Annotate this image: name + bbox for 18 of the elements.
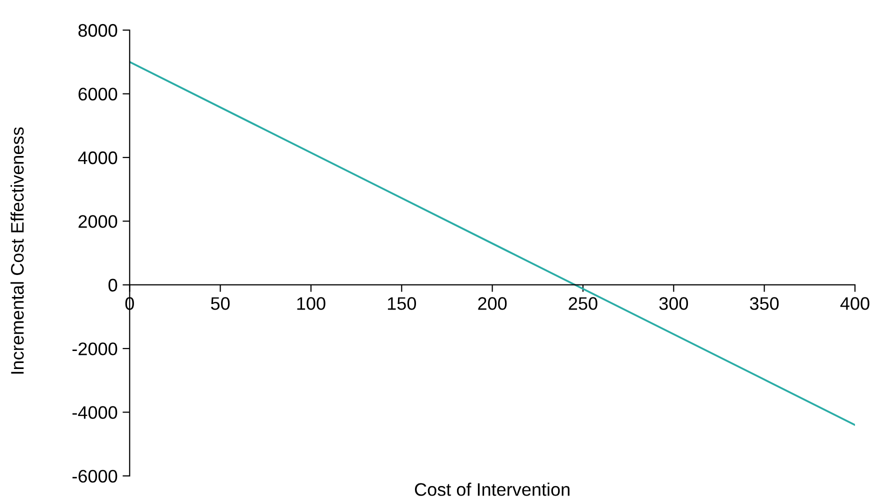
y-tick-label: 4000	[78, 151, 118, 164]
x-tick-label: 100	[297, 297, 326, 310]
x-tick-label: 300	[659, 297, 688, 310]
x-axis-title: Cost of Intervention	[414, 482, 570, 496]
x-tick-label: 250	[568, 297, 598, 310]
x-tick-label: 400	[840, 297, 870, 310]
x-tick-label: 200	[478, 297, 507, 310]
y-tick-label: 8000	[78, 24, 118, 37]
x-tick-label: 150	[388, 297, 416, 310]
y-tick-label: -4000	[72, 406, 118, 419]
y-tick-label: -2000	[72, 342, 118, 356]
y-tick-label: 6000	[78, 88, 118, 101]
y-tick-label: 2000	[78, 215, 118, 228]
y-tick-label: -6000	[72, 470, 118, 483]
y-tick-label: 0	[108, 278, 118, 292]
x-tick-label: 350	[750, 297, 779, 310]
x-tick-label: 50	[210, 297, 230, 310]
y-axis-title: Incremental Cost Effectiveness	[10, 127, 24, 374]
